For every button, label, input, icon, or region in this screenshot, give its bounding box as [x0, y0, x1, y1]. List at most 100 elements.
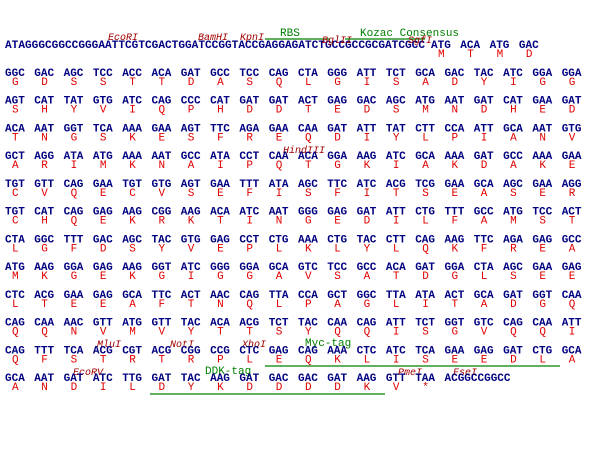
amino-acid: V: [100, 105, 107, 117]
amino-acid: Q: [276, 160, 283, 172]
codon: GAT: [474, 96, 494, 108]
amino-acid: S: [71, 77, 78, 89]
codon: GGA: [239, 262, 259, 274]
codon: GTG: [181, 234, 201, 246]
amino-acid: K: [129, 132, 136, 144]
codon: GTT: [34, 179, 54, 191]
enzyme-label: EcoRI: [108, 33, 138, 44]
amino-acid: K: [217, 382, 224, 394]
amino-acid: C: [129, 188, 136, 200]
codon: TGT: [5, 207, 25, 219]
amino-acid: F: [481, 243, 488, 255]
amino-acid: G: [41, 243, 48, 255]
amino-acid: K: [452, 243, 459, 255]
amino-acid: G: [71, 271, 78, 283]
amino-acid: V: [393, 382, 400, 394]
amino-acid: Q: [305, 354, 312, 366]
codon: CAG: [5, 345, 25, 357]
amino-acid: N: [41, 132, 48, 144]
amino-acid: E: [100, 188, 107, 200]
amino-acid: F: [334, 188, 341, 200]
enzyme-label: NotI: [170, 340, 194, 351]
amino-acid: A: [510, 160, 517, 172]
enzyme-label: SgfI: [408, 35, 432, 47]
codon: TTT: [239, 179, 259, 191]
amino-acid: C: [12, 188, 19, 200]
amino-acid: D: [334, 132, 341, 144]
codon: GAT: [415, 262, 435, 274]
codon: GTC: [298, 262, 318, 274]
enzyme-label: FseI: [453, 368, 477, 379]
codon: ACT: [298, 96, 318, 108]
codon: TTA: [269, 290, 289, 302]
codon: GAA: [210, 179, 230, 191]
amino-acid: M: [438, 49, 445, 61]
amino-acid: K: [129, 160, 136, 172]
codon: AAA: [122, 123, 142, 135]
codon: GAA: [532, 96, 552, 108]
codon: GGA: [445, 262, 465, 274]
codon: AAG: [34, 262, 54, 274]
codon: AGT: [181, 123, 201, 135]
amino-acid: P: [452, 132, 459, 144]
amino-acid: I: [510, 77, 517, 89]
amino-acid: Y: [481, 77, 488, 89]
amino-acid: Y: [364, 243, 371, 255]
amino-acid: L: [334, 243, 341, 255]
amino-acid: I: [276, 188, 283, 200]
amino-acid: G: [364, 299, 371, 311]
amino-acid: H: [41, 105, 48, 117]
codon: ATT: [562, 318, 582, 330]
codon: ACA: [298, 151, 318, 163]
codon: GAG: [210, 234, 230, 246]
codon: TTC: [152, 290, 172, 302]
codon: GAG: [93, 290, 113, 302]
codon: TGT: [5, 179, 25, 191]
codon: GAC: [34, 68, 54, 80]
amino-acid: Y: [71, 105, 78, 117]
codon: ACT: [445, 290, 465, 302]
codon: CTG: [269, 234, 289, 246]
codon: ATT: [386, 207, 406, 219]
amino-acid: G: [539, 299, 546, 311]
amino-acid: I: [129, 105, 136, 117]
codon: ATC: [239, 207, 259, 219]
amino-acid: H: [510, 105, 517, 117]
amino-acid: P: [305, 299, 312, 311]
enzyme-label: HindIII: [283, 145, 325, 157]
enzyme-label: MluI: [97, 339, 121, 351]
codon: CAG: [64, 207, 84, 219]
amino-acid: D: [276, 105, 283, 117]
codon: GCA: [562, 345, 582, 357]
codon: TTT: [34, 345, 54, 357]
amino-acid: Q: [71, 188, 78, 200]
amino-acid: I: [393, 216, 400, 228]
amino-acid: I: [217, 160, 224, 172]
codon: CAG: [269, 68, 289, 80]
amino-acid: E: [276, 354, 283, 366]
amino-acid: G: [71, 132, 78, 144]
codon: GCC: [474, 207, 494, 219]
amino-acid: Q: [246, 299, 253, 311]
amino-acid: Q: [422, 243, 429, 255]
amino-acid: Q: [159, 105, 166, 117]
amino-acid: S: [246, 77, 253, 89]
amino-acid: S: [393, 77, 400, 89]
amino-acid: M: [497, 49, 504, 61]
amino-acid: L: [129, 382, 136, 394]
amino-acid: D: [364, 105, 371, 117]
codon: GCC: [357, 262, 377, 274]
amino-acid: Q: [334, 327, 341, 339]
amino-acid: T: [467, 49, 474, 61]
codon: GCC: [503, 151, 523, 163]
amino-acid: K: [305, 243, 312, 255]
codon: AGC: [503, 262, 523, 274]
amino-acid: K: [129, 271, 136, 283]
codon: AAT: [532, 123, 552, 135]
amino-acid: A: [129, 299, 136, 311]
amino-acid: L: [393, 243, 400, 255]
codon: GAT: [357, 207, 377, 219]
amino-acid: K: [129, 216, 136, 228]
amino-acid: V: [569, 132, 576, 144]
